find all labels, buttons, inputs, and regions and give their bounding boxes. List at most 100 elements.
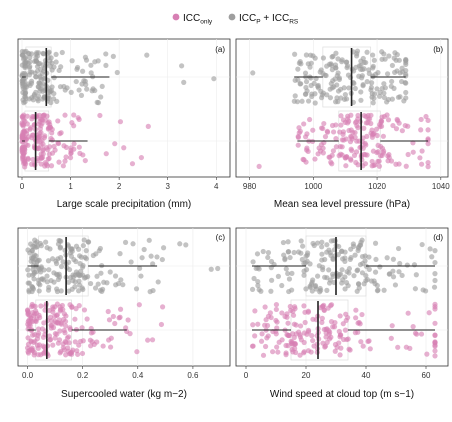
- data-point: [30, 272, 36, 278]
- data-point: [345, 314, 351, 321]
- data-point: [342, 286, 348, 292]
- data-point: [393, 126, 400, 132]
- data-point: [301, 303, 307, 309]
- panel-d-marks: [249, 237, 438, 359]
- data-point: [307, 64, 313, 70]
- data-point: [274, 344, 280, 350]
- data-point: [25, 326, 31, 332]
- data-point: [329, 54, 335, 60]
- data-point: [376, 163, 383, 169]
- panel-b: 980 1000 1020 1040 (b) Mean sea level press…: [235, 38, 450, 210]
- data-point: [96, 248, 102, 254]
- data-point: [346, 270, 352, 276]
- data-point: [67, 250, 74, 256]
- data-point: [339, 152, 345, 158]
- data-point: [332, 76, 338, 82]
- data-point: [36, 121, 42, 127]
- data-point: [117, 119, 124, 125]
- data-point: [323, 334, 329, 340]
- data-point: [155, 279, 161, 285]
- data-point: [177, 241, 183, 247]
- data-point: [324, 128, 330, 134]
- data-point: [36, 330, 42, 336]
- data-point: [58, 238, 64, 244]
- data-point: [154, 254, 160, 260]
- data-point: [426, 310, 432, 316]
- data-point: [250, 259, 256, 265]
- data-point: [53, 51, 59, 58]
- data-point: [324, 275, 330, 281]
- data-point: [112, 273, 119, 279]
- data-point: [215, 265, 221, 272]
- data-point: [303, 286, 309, 292]
- x-tick-label: 980: [243, 182, 257, 191]
- data-point: [99, 83, 105, 90]
- data-point: [80, 338, 86, 344]
- data-point: [353, 119, 359, 125]
- data-point: [330, 273, 336, 280]
- data-point: [48, 55, 54, 61]
- data-point: [211, 76, 217, 82]
- data-point: [432, 348, 438, 354]
- data-point: [46, 284, 52, 290]
- data-point: [133, 286, 140, 292]
- data-point: [123, 325, 129, 331]
- data-point: [107, 269, 113, 275]
- data-point: [403, 344, 409, 350]
- data-point: [404, 262, 410, 268]
- data-point: [312, 55, 318, 61]
- data-point: [45, 125, 52, 131]
- data-point: [292, 51, 298, 57]
- data-point: [67, 155, 74, 161]
- data-point: [291, 321, 297, 327]
- data-point: [321, 120, 327, 127]
- data-point: [399, 272, 405, 279]
- data-point: [399, 69, 406, 75]
- data-point: [295, 66, 301, 72]
- data-point: [412, 330, 419, 336]
- data-point: [308, 75, 314, 81]
- data-point: [150, 287, 156, 294]
- data-point: [45, 258, 52, 264]
- data-point: [326, 327, 332, 334]
- data-point: [81, 237, 87, 243]
- data-point: [290, 312, 297, 318]
- data-point: [105, 308, 111, 315]
- data-point: [389, 78, 395, 85]
- data-point: [301, 157, 307, 163]
- data-point: [285, 270, 291, 277]
- data-point: [112, 320, 118, 327]
- data-point: [279, 282, 285, 289]
- data-point: [304, 88, 310, 94]
- data-point: [343, 154, 350, 160]
- data-point: [37, 126, 43, 132]
- data-point: [360, 260, 366, 267]
- data-point: [117, 251, 123, 257]
- panel-d-ticks: 0 20 40 60: [244, 366, 431, 380]
- data-point: [369, 80, 375, 86]
- data-point: [148, 253, 154, 259]
- data-point: [366, 254, 372, 260]
- data-point: [268, 288, 274, 294]
- data-point: [340, 256, 346, 262]
- data-point: [208, 266, 214, 272]
- data-point: [27, 250, 33, 256]
- data-point: [371, 162, 377, 169]
- data-point: [68, 150, 74, 157]
- data-point: [38, 155, 45, 161]
- data-point: [297, 323, 304, 329]
- data-point: [76, 288, 82, 294]
- data-point: [403, 80, 409, 86]
- data-point: [283, 352, 289, 358]
- data-point: [327, 86, 333, 92]
- data-point: [410, 140, 416, 146]
- data-point: [317, 148, 324, 154]
- data-point: [54, 312, 60, 318]
- data-point: [92, 87, 98, 94]
- data-point: [333, 144, 339, 150]
- data-point: [384, 71, 391, 77]
- data-point: [30, 243, 36, 249]
- data-point: [431, 284, 438, 290]
- data-point: [73, 258, 79, 265]
- data-point: [78, 92, 85, 98]
